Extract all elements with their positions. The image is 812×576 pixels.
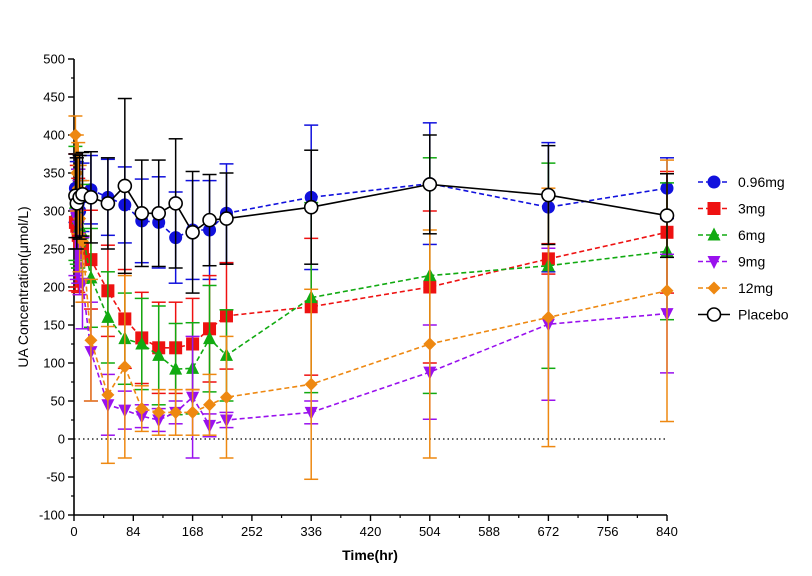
legend-label: 12mg [738, 280, 773, 296]
data-point [541, 310, 555, 324]
y-tick-label: 300 [43, 204, 65, 219]
legend-label: 3mg [738, 201, 765, 217]
data-point [219, 390, 233, 404]
x-tick-label: 84 [126, 524, 140, 539]
y-tick-label: 450 [43, 90, 65, 105]
y-tick-label: -100 [39, 508, 65, 523]
y-tick-label: -50 [46, 470, 65, 485]
x-tick-label: 0 [70, 524, 77, 539]
legend-label: 6mg [738, 227, 765, 243]
data-point [304, 377, 318, 391]
data-point [168, 196, 183, 211]
data-point [118, 360, 132, 374]
x-axis-title: Time(hr) [342, 547, 398, 563]
data-point [101, 388, 115, 402]
data-point [422, 177, 438, 192]
data-point [541, 187, 556, 203]
data-point [660, 284, 674, 298]
data-point [135, 402, 149, 416]
data-point [100, 196, 116, 211]
legend-item-0-96mg: 0.96mg [698, 174, 785, 190]
x-tick-label: 756 [597, 524, 619, 539]
y-tick-label: 50 [51, 394, 65, 409]
data-point [185, 224, 200, 240]
legend-marker [707, 256, 721, 269]
series-line [74, 203, 668, 370]
data-point [152, 405, 166, 419]
data-point [169, 405, 183, 419]
data-point [186, 405, 200, 419]
x-tick-label: 588 [478, 524, 500, 539]
data-point [203, 398, 217, 412]
data-point [152, 347, 166, 361]
x-tick-label: 840 [656, 524, 678, 539]
x-tick-label: 504 [419, 524, 441, 539]
data-point [203, 331, 217, 345]
data-point [135, 336, 149, 350]
data-point [659, 208, 675, 223]
y-tick-label: 250 [43, 242, 65, 257]
x-tick-label: 252 [241, 524, 263, 539]
data-point [134, 205, 150, 221]
y-tick-label: 0 [58, 432, 65, 447]
axes: -100 -50 0 50 100 150 200 250 300 350 400 450 500 0 84… [39, 52, 678, 540]
y-tick-label: 200 [43, 280, 65, 295]
series-line [74, 214, 668, 427]
data-point [151, 205, 167, 221]
series-placebo [68, 97, 675, 294]
legend-item-9mg: 9mg [698, 254, 765, 270]
legend-marker [707, 281, 721, 295]
y-tick-label: 400 [43, 128, 65, 143]
legend-marker [707, 202, 721, 215]
y-axis-title: UA Concentration(μmol/L) [15, 206, 31, 367]
series-12mg [68, 115, 674, 481]
legend-label: 9mg [738, 254, 765, 270]
legend-item-12mg: 12mg [698, 280, 773, 296]
legend: 0.96mg 3mg 6mg 9mg 12mg Placebo [698, 174, 789, 323]
x-tick-label: 168 [182, 524, 204, 539]
data-point [101, 309, 115, 323]
plot-area [68, 97, 675, 481]
legend-label: 0.96mg [738, 174, 785, 190]
legend-marker [706, 307, 722, 322]
x-tick-label: 420 [360, 524, 382, 539]
series-line [74, 222, 668, 349]
data-point [169, 361, 183, 375]
x-tick-label: 336 [300, 524, 322, 539]
data-point [219, 211, 234, 226]
y-tick-label: 150 [43, 318, 65, 333]
y-tick-label: 350 [43, 166, 65, 181]
legend-marker [707, 175, 721, 189]
legend-label: Placebo [738, 307, 789, 323]
data-point [202, 212, 217, 228]
data-point [84, 333, 98, 347]
legend-item-6mg: 6mg [698, 227, 765, 243]
y-tick-label: 100 [43, 356, 65, 371]
legend-item-placebo: Placebo [698, 307, 789, 323]
data-point [303, 199, 319, 215]
legend-item-3mg: 3mg [698, 201, 765, 217]
x-tick-label: 672 [538, 524, 560, 539]
series-line [74, 134, 668, 414]
data-point [83, 190, 99, 205]
legend-marker [707, 227, 721, 241]
data-point [423, 337, 437, 351]
y-tick-label: 500 [43, 52, 65, 67]
data-point [68, 128, 82, 142]
data-point [117, 178, 133, 194]
